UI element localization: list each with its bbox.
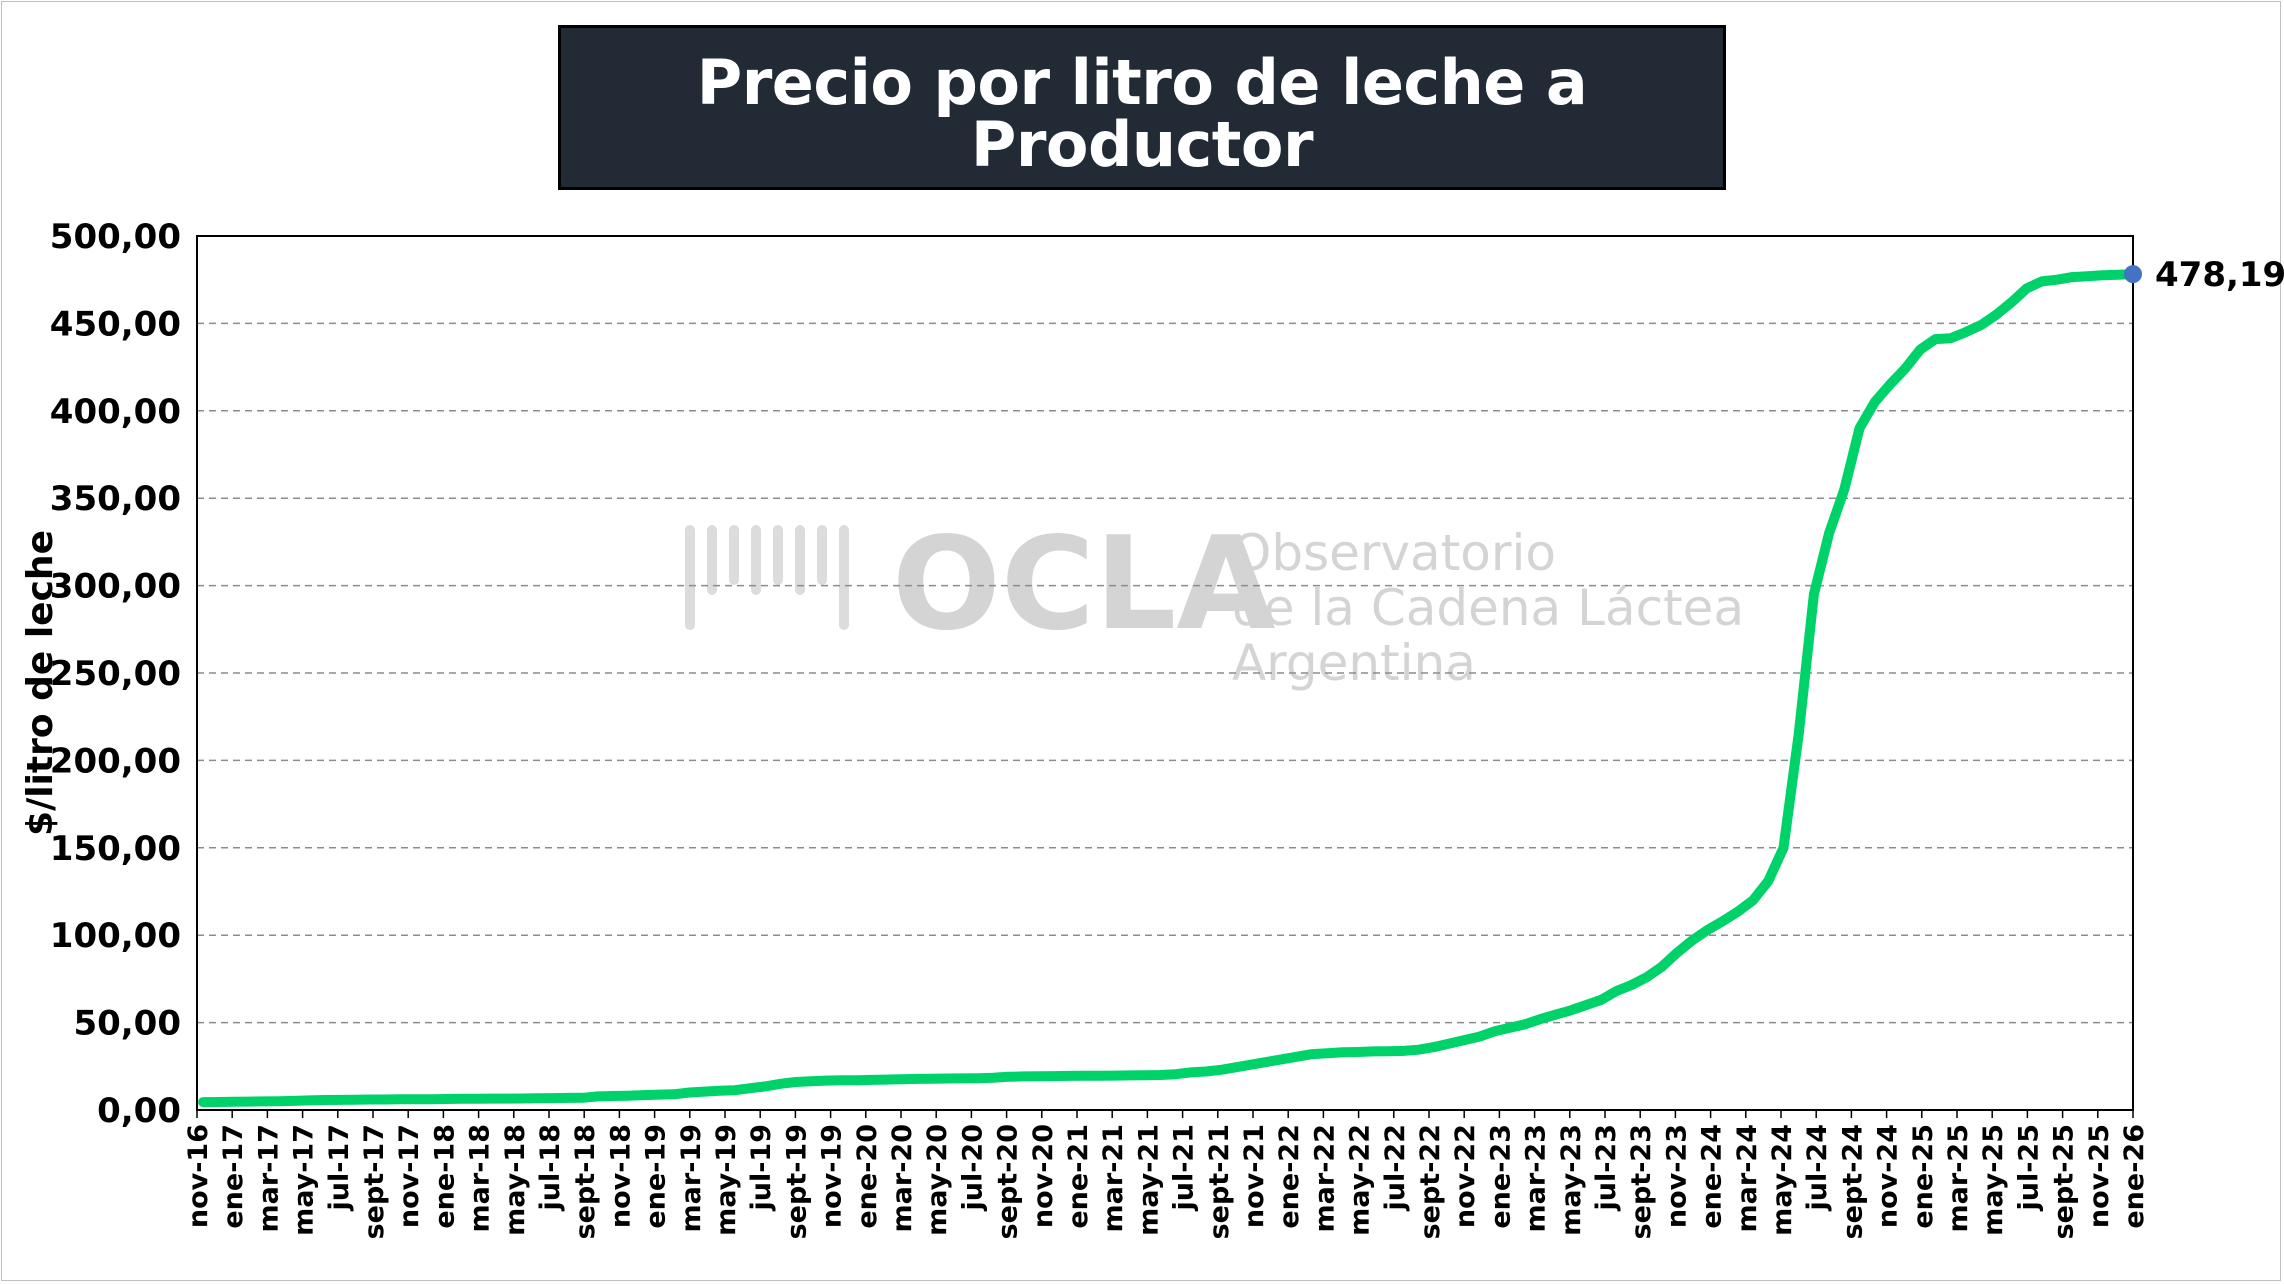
x-tick-label: sept-17: [359, 1124, 390, 1239]
x-tick-label: mar-18: [465, 1124, 496, 1232]
x-tick-label: nov-24: [1873, 1124, 1904, 1228]
x-tick-label: mar-25: [1943, 1124, 1974, 1232]
last-value-label: 478,19: [2155, 255, 2284, 295]
y-tick-label: 400,00: [50, 392, 181, 432]
plot-area: [196, 235, 2134, 1111]
x-tick-label: sept-23: [1626, 1124, 1657, 1239]
chart-subtitle: - SIGLeA Moneda Corriente -: [858, 191, 1426, 237]
x-tick-label: may-19: [711, 1124, 742, 1236]
y-tick-label: 500,00: [50, 217, 181, 257]
x-tick-label: mar-19: [676, 1124, 707, 1232]
x-tick-label: may-22: [1345, 1124, 1376, 1236]
x-tick-label: nov-18: [605, 1124, 636, 1228]
x-tick-label: ene-18: [429, 1124, 460, 1229]
x-tick-label: jul-20: [957, 1124, 988, 1212]
watermark-brand: OCLA: [892, 510, 1275, 659]
x-tick-label: jul-17: [324, 1124, 355, 1212]
x-tick-label: mar-23: [1521, 1124, 1552, 1232]
x-tick-label: mar-21: [1098, 1124, 1129, 1232]
price-series-line: [198, 269, 2138, 1108]
x-tick-label: may-25: [1978, 1124, 2009, 1236]
last-data-point: [2124, 265, 2142, 284]
chart-title: Precio por litro de leche a Productor: [696, 46, 1588, 181]
x-tick-label: ene-22: [1274, 1124, 1305, 1229]
x-tick-label: ene-19: [641, 1124, 672, 1229]
x-tick-label: ene-25: [1908, 1124, 1939, 1229]
x-tick-label: sept-25: [2049, 1124, 2080, 1239]
x-tick-label: may-18: [500, 1124, 531, 1236]
x-tick-label: mar-22: [1309, 1124, 1340, 1232]
x-tick-label: mar-20: [887, 1124, 918, 1232]
x-tick-label: jul-23: [1591, 1124, 1622, 1212]
x-tick-label: may-21: [1133, 1124, 1164, 1236]
y-tick-label: 250,00: [50, 654, 181, 694]
x-tick-label: nov-19: [817, 1124, 848, 1228]
x-tick-label: may-20: [922, 1124, 953, 1236]
x-tick-label: ene-21: [1063, 1124, 1094, 1229]
x-tick-label: nov-17: [394, 1124, 425, 1228]
watermark-line2: de la Cadena Láctea: [1232, 579, 1744, 637]
x-tick-label: sept-19: [781, 1124, 812, 1239]
x-tick-label: nov-20: [1028, 1124, 1059, 1228]
y-tick-label: 150,00: [50, 829, 181, 869]
y-tick-label: 300,00: [50, 567, 181, 607]
x-tick-label: mar-24: [1732, 1124, 1763, 1232]
x-tick-label: nov-22: [1450, 1124, 1481, 1228]
x-tick-label: may-17: [289, 1124, 320, 1236]
x-tick-label: sept-22: [1415, 1124, 1446, 1239]
x-tick-label: jul-25: [2013, 1124, 2044, 1212]
x-tick-label: ene-26: [2119, 1124, 2150, 1229]
x-tick-label: nov-21: [1239, 1124, 1270, 1228]
x-tick-label: may-23: [1556, 1124, 1587, 1236]
x-tick-label: ene-23: [1485, 1124, 1516, 1229]
ocla-watermark: OCLA Observatorio de la Cadena Láctea Ar…: [685, 510, 1744, 692]
title-box: Precio por litro de leche a Productor - …: [558, 25, 1726, 234]
x-tick-label: jul-24: [1802, 1124, 1833, 1212]
ocla-wave-logo-icon: [685, 525, 849, 630]
grid-lines: [197, 322, 2133, 1024]
y-tick-label: 450,00: [50, 304, 181, 344]
x-tick-label: jul-21: [1169, 1124, 1200, 1212]
x-tick-label: ene-24: [1697, 1124, 1728, 1229]
x-tick-label: jul-18: [535, 1124, 566, 1212]
x-tick-label: sept-20: [993, 1124, 1024, 1239]
x-tick-label: sept-21: [1204, 1124, 1235, 1239]
x-tick-label: nov-23: [1661, 1124, 1692, 1228]
y-axis-label: $/litro de leche: [20, 530, 61, 836]
x-tick-label: nov-25: [2084, 1124, 2115, 1228]
x-tick-label: may-24: [1767, 1124, 1798, 1236]
x-axis-ticks: nov-16 ene-17 mar-17 may-17 jul-17 sept-17 nov…: [183, 1110, 2150, 1239]
x-tick-label: jul-22: [1380, 1124, 1411, 1212]
x-tick-label: nov-16: [183, 1124, 214, 1228]
x-tick-label: sept-18: [570, 1124, 601, 1239]
x-tick-label: ene-20: [852, 1124, 883, 1229]
y-tick-label: 0,00: [97, 1091, 181, 1131]
watermark-line3: Argentina: [1232, 634, 1476, 692]
y-tick-label: 100,00: [50, 916, 181, 956]
watermark-line1: Observatorio: [1232, 524, 1556, 582]
x-tick-label: ene-17: [218, 1124, 249, 1229]
x-tick-label: mar-17: [253, 1124, 284, 1232]
y-tick-label: 350,00: [50, 479, 181, 519]
y-tick-label: 50,00: [73, 1004, 181, 1044]
y-axis-ticks: 0,00 50,00 100,00 150,00 200,00 250,00 300,00 3…: [50, 217, 181, 1131]
x-tick-label: sept-24: [1837, 1124, 1868, 1239]
y-tick-label: 200,00: [50, 741, 181, 781]
x-tick-label: jul-19: [746, 1124, 777, 1212]
